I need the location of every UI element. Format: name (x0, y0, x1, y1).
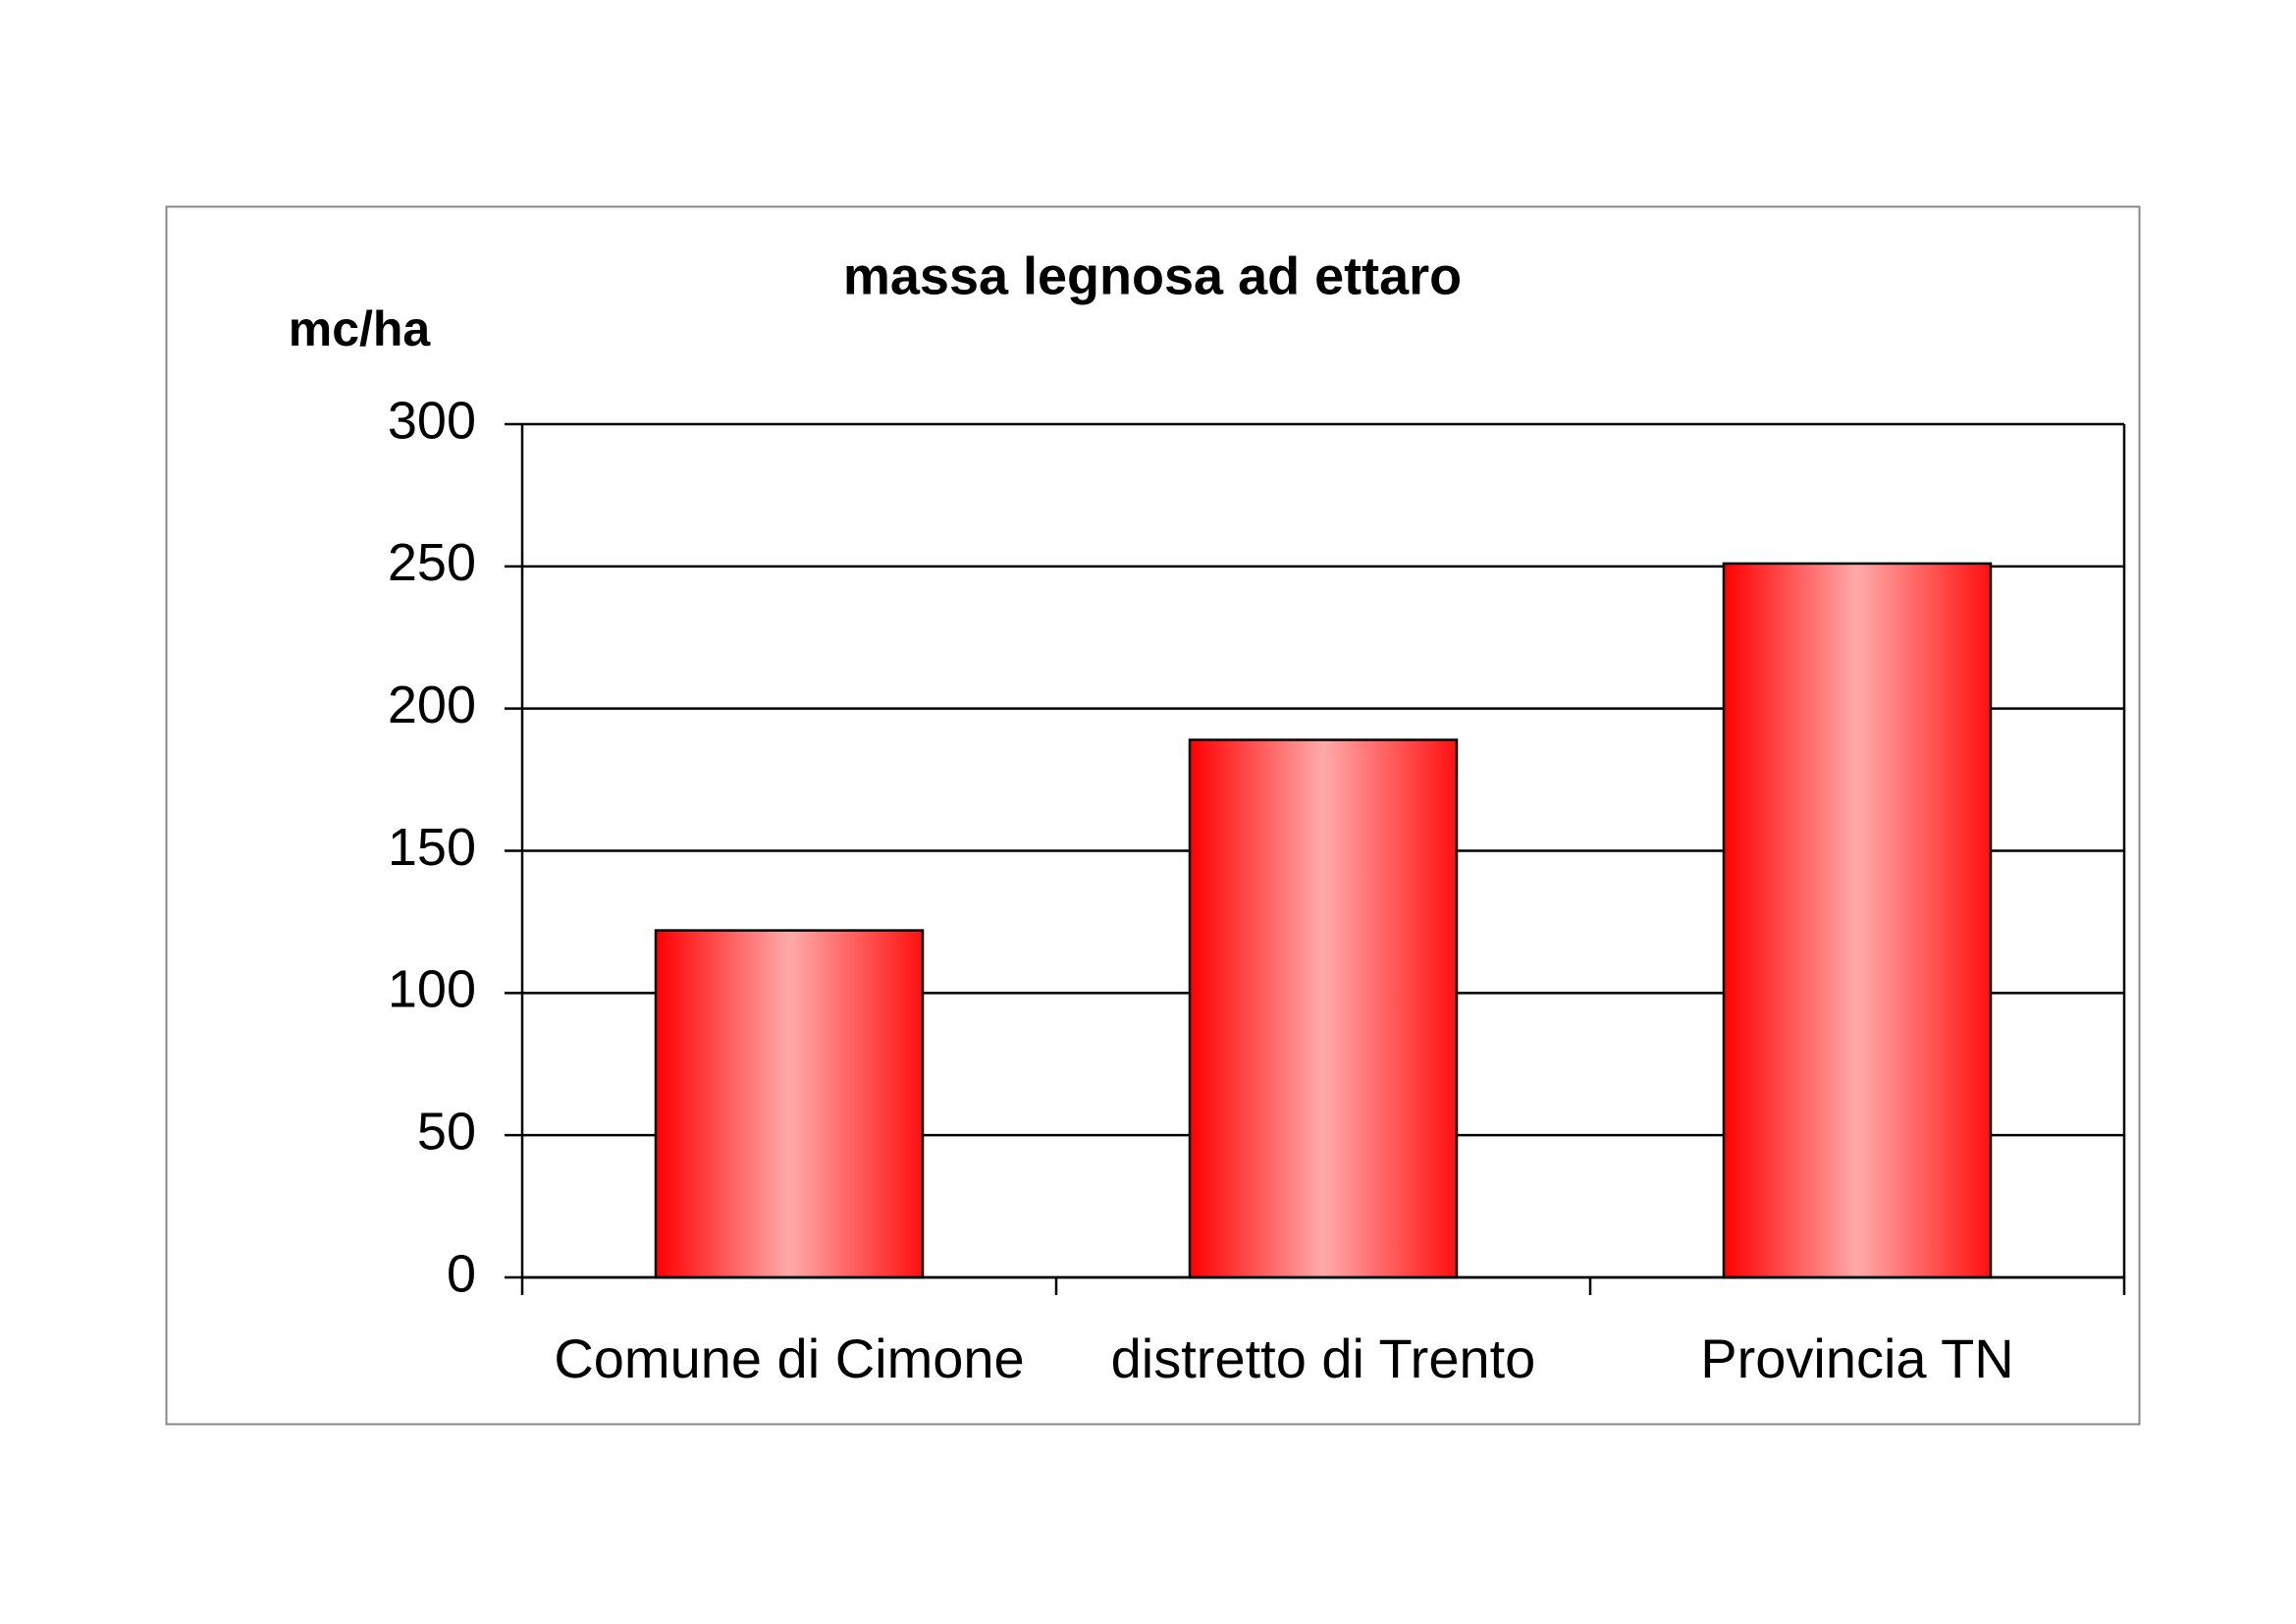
y-tick-label: 0 (447, 1244, 476, 1303)
y-tick-label: 150 (388, 818, 476, 877)
x-tick-label: Comune di Cimone (554, 1327, 1024, 1389)
y-tick-label: 300 (388, 391, 476, 450)
bar (654, 929, 925, 1279)
y-tick-label: 200 (388, 676, 476, 734)
chart-title: massa legnosa ad ettaro (843, 246, 1462, 305)
y-tick-label: 100 (388, 960, 476, 1019)
bar (1722, 562, 1993, 1279)
y-tick-label: 50 (417, 1102, 476, 1161)
bar (1188, 738, 1459, 1279)
x-tick-label: distretto di Trento (1111, 1327, 1536, 1389)
y-tick-label: 250 (388, 533, 476, 592)
x-tick-label: Provincia TN (1700, 1327, 2014, 1389)
y-axis-label: mc/ha (289, 301, 432, 356)
